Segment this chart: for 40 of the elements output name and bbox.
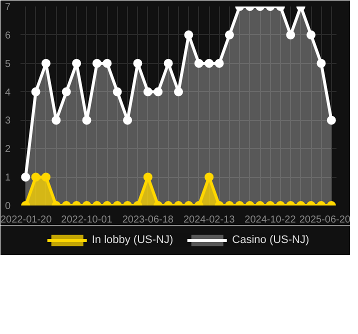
y-tick-label: 5 bbox=[4, 58, 11, 70]
point bbox=[123, 116, 132, 125]
point bbox=[194, 58, 204, 68]
point bbox=[72, 58, 82, 68]
y-tick-label: 7 bbox=[4, 2, 11, 13]
point bbox=[184, 30, 194, 40]
point bbox=[286, 30, 296, 40]
point bbox=[41, 58, 50, 68]
point bbox=[112, 87, 122, 96]
y-tick-label: 6 bbox=[4, 30, 11, 42]
point bbox=[224, 30, 234, 40]
legend-label: In lobby (US-NJ) bbox=[92, 234, 174, 246]
point bbox=[306, 30, 316, 40]
x-tick-label: 2022-10-01 bbox=[61, 214, 113, 226]
point bbox=[102, 58, 112, 68]
point bbox=[82, 116, 92, 125]
y-tick-label: 1 bbox=[4, 172, 11, 184]
y-tick-label: 2 bbox=[4, 144, 11, 156]
point bbox=[143, 87, 152, 96]
legend-label: Casino (US-NJ) bbox=[232, 234, 310, 246]
point bbox=[31, 87, 40, 96]
point bbox=[204, 58, 214, 68]
point bbox=[133, 58, 142, 68]
point bbox=[52, 116, 61, 125]
point bbox=[326, 116, 336, 125]
y-tick-label: 4 bbox=[4, 87, 11, 98]
point bbox=[92, 58, 102, 68]
y-tick-label: 3 bbox=[4, 116, 11, 127]
x-tick-label: 2024-02-13 bbox=[184, 214, 236, 226]
x-tick-label: 2023-06-18 bbox=[122, 214, 174, 226]
point bbox=[214, 58, 224, 68]
x-tick-label: 2025-06-20 bbox=[299, 214, 351, 226]
point bbox=[316, 58, 326, 68]
point bbox=[164, 58, 173, 68]
point bbox=[154, 87, 163, 96]
point bbox=[174, 87, 183, 96]
x-tick-label: 2024-10-22 bbox=[244, 214, 296, 226]
x-tick-label: 2022-01-20 bbox=[0, 214, 52, 226]
point bbox=[62, 87, 71, 96]
y-tick-label: 0 bbox=[4, 201, 11, 212]
